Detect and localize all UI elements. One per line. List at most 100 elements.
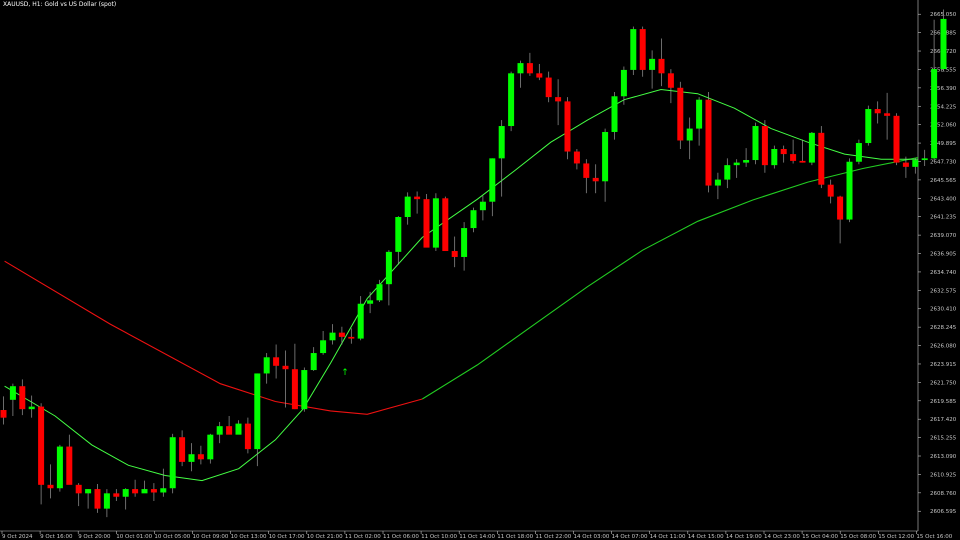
bear-candle-body	[780, 148, 787, 155]
bull-candle-body	[724, 165, 731, 180]
candle	[498, 120, 505, 197]
bear-candle-body	[348, 336, 355, 339]
bear-candle-body	[423, 199, 430, 248]
candle	[85, 489, 92, 509]
bull-candle-body	[160, 488, 167, 493]
bear-candle-body	[639, 29, 646, 70]
candle	[931, 19, 938, 162]
price-label: 2636.905	[930, 252, 957, 258]
candle	[846, 158, 853, 223]
bear-candle-body	[132, 489, 139, 494]
bear-candle-body	[667, 73, 674, 88]
candle	[94, 483, 101, 513]
bear-candle-body	[244, 423, 251, 450]
price-label: 2619.585	[930, 399, 957, 405]
time-label: 10 Oct 05:00	[154, 534, 190, 540]
candle	[197, 445, 204, 465]
price-label: 2628.245	[930, 325, 957, 331]
candle	[414, 191, 421, 214]
bear-candle-body	[545, 77, 552, 98]
candle	[705, 92, 712, 193]
time-label: 14 Oct 23:00	[764, 534, 800, 540]
bear-candle-body	[150, 489, 157, 493]
bull-candle-body	[263, 357, 270, 374]
bear-candle-body	[113, 493, 120, 497]
price-label: 2621.750	[930, 380, 957, 386]
price-scale[interactable]: 2665.0502662.8852660.7202658.5552656.390…	[918, 12, 957, 515]
candle	[677, 81, 684, 149]
bear-candle-body	[282, 365, 289, 370]
candle	[874, 101, 881, 124]
candle	[235, 420, 242, 435]
candle	[451, 236, 458, 268]
candle	[376, 279, 383, 303]
bear-candle-body	[197, 454, 204, 460]
candle	[630, 26, 637, 76]
bear-candle-body	[94, 489, 101, 509]
bear-candle-body	[273, 357, 280, 366]
time-label: 11 Oct 14:00	[459, 534, 495, 540]
candle	[113, 489, 120, 501]
time-label: 14 Oct 15:00	[688, 534, 724, 540]
bull-candle-body	[385, 251, 392, 285]
candle	[47, 464, 54, 499]
price-label: 2643.400	[930, 196, 957, 202]
candle	[771, 145, 778, 169]
price-label: 2656.390	[930, 86, 957, 92]
candle	[329, 324, 336, 345]
time-label: 9 Oct 20:00	[78, 534, 111, 540]
candle	[9, 383, 16, 416]
candle	[404, 192, 411, 225]
bear-candle-body	[442, 198, 449, 252]
bull-candle-body	[395, 217, 402, 252]
time-label: 9 Oct 16:00	[40, 534, 73, 540]
bear-candle-body	[75, 484, 82, 494]
bull-candle-body	[141, 489, 148, 494]
price-label: 2613.090	[930, 454, 957, 460]
candle	[395, 216, 402, 265]
bull-candle-body	[357, 303, 364, 339]
candle	[442, 196, 449, 252]
candle	[263, 353, 270, 384]
candle	[179, 430, 186, 467]
bull-candle-body	[630, 29, 637, 70]
candle	[639, 26, 646, 77]
candle	[310, 347, 317, 371]
bear-candle-body	[761, 126, 768, 166]
bull-candle-body	[771, 148, 778, 166]
time-label: 11 Oct 02:00	[345, 534, 381, 540]
bull-candle-body	[103, 493, 110, 509]
price-label: 2647.730	[930, 159, 957, 165]
candle	[902, 156, 909, 178]
candle	[921, 149, 928, 166]
bull-candle-body	[498, 126, 505, 159]
bear-candle-body	[893, 115, 900, 163]
bull-candle-body	[188, 454, 195, 462]
price-label: 2645.565	[930, 178, 957, 184]
price-label: 2632.575	[930, 288, 957, 294]
time-label: 10 Oct 21:00	[307, 534, 343, 540]
time-label: 11 Oct 18:00	[497, 534, 533, 540]
candle	[254, 373, 261, 467]
bear-candle-body	[555, 97, 562, 102]
bull-candle-body	[207, 434, 214, 460]
candle	[855, 139, 862, 165]
candle	[66, 434, 73, 485]
candle	[583, 159, 590, 194]
candle	[884, 92, 891, 140]
candle	[160, 468, 167, 497]
candle	[470, 207, 477, 233]
bull-candle-body	[912, 160, 919, 167]
bull-candle-body	[254, 373, 261, 450]
time-scale[interactable]: 9 Oct 2024 9 Oct 16:00 9 Oct 20:00 10 Oct 0…	[1, 531, 953, 540]
price-label: 2617.420	[930, 417, 957, 423]
bull-candle-body	[743, 160, 750, 163]
time-label: 14 Oct 07:00	[612, 534, 648, 540]
bull-candle-body	[461, 228, 468, 257]
candle	[536, 63, 543, 81]
candle	[432, 193, 439, 252]
bear-candle-body	[226, 426, 233, 435]
bull-candle-body	[752, 126, 759, 161]
